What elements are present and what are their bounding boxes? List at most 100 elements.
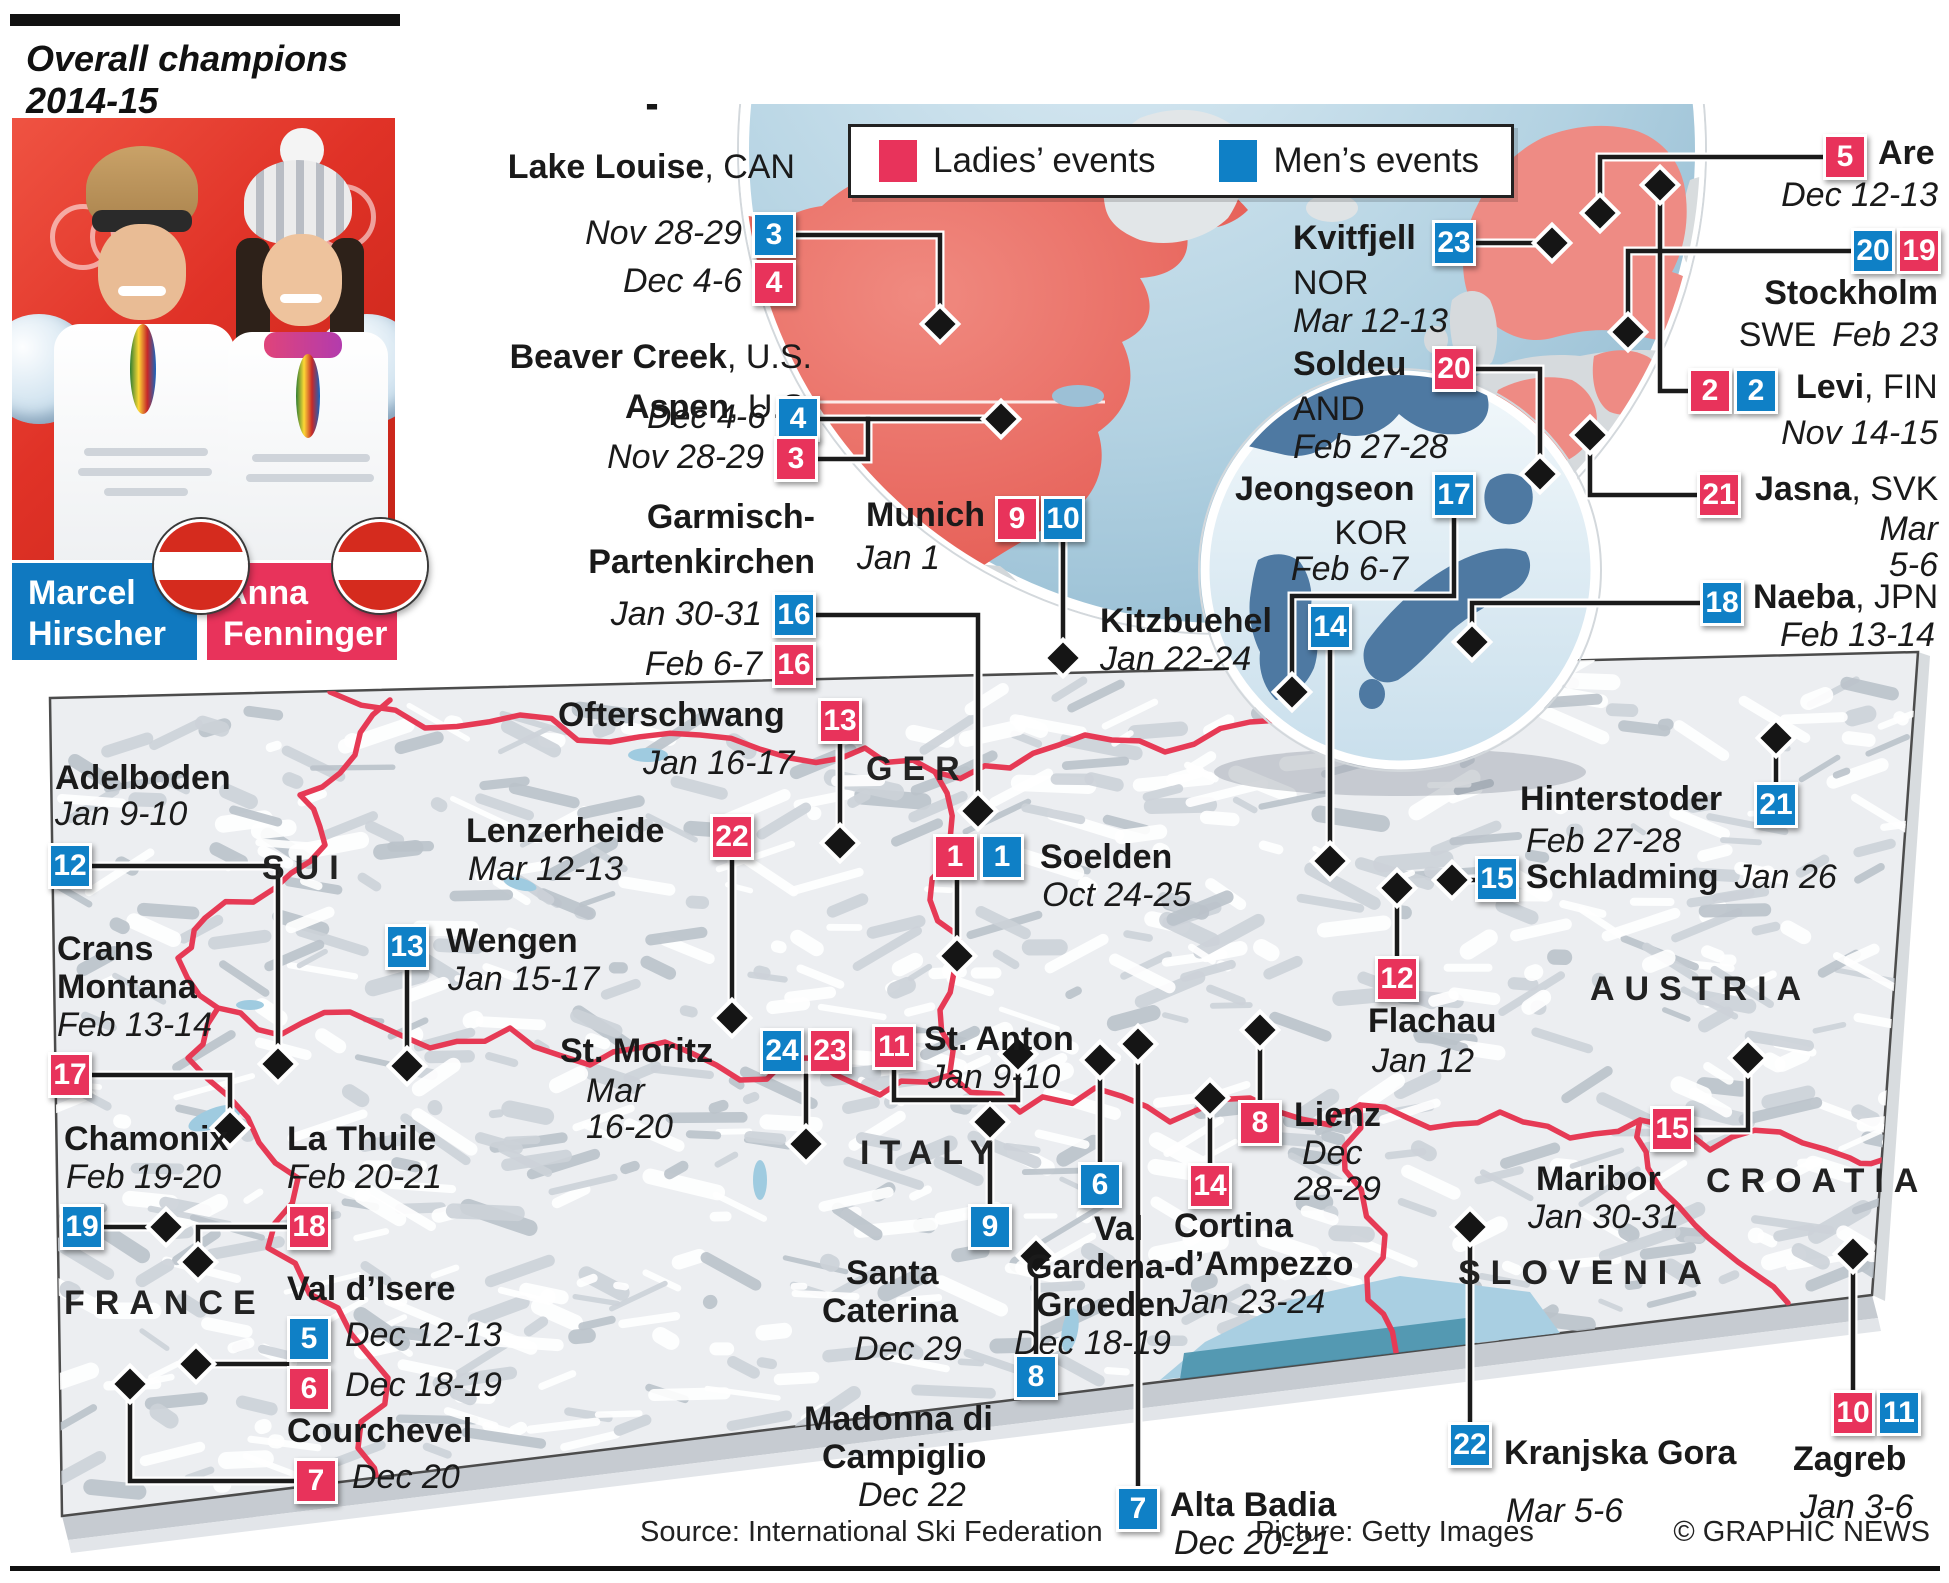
event-label: Jan 9-10 bbox=[55, 797, 187, 831]
label-text: Munich bbox=[866, 496, 985, 534]
event-label: d’Ampezzo bbox=[1174, 1247, 1353, 1281]
champion-last-name: Hirscher bbox=[28, 615, 166, 654]
location-marker-diamond bbox=[1450, 620, 1494, 664]
event-label: Feb 27-28 bbox=[1526, 824, 1681, 858]
event-label: Mar 5-6 bbox=[1506, 1494, 1623, 1528]
event-number-badge: 5 bbox=[287, 1316, 331, 1362]
event-number-badge: 6 bbox=[1078, 1162, 1122, 1208]
event-label: Feb 19-20 bbox=[66, 1160, 221, 1194]
event-number: 6 bbox=[300, 1372, 318, 1405]
event-number-badge: 2 bbox=[1734, 368, 1778, 414]
event-label: KOR bbox=[1334, 516, 1408, 550]
event-label: Jasna, SVK bbox=[1755, 472, 1938, 506]
event-number-badge: 23 bbox=[808, 1028, 852, 1074]
label-text: SLOVENIA bbox=[1458, 1254, 1712, 1292]
location-marker-diamond bbox=[144, 1205, 188, 1249]
event-label: Alta Badia bbox=[1170, 1488, 1336, 1522]
medal-ribbon-icon bbox=[296, 354, 320, 438]
event-label: St. Moritz bbox=[560, 1034, 713, 1068]
location-marker-diamond bbox=[784, 1122, 828, 1166]
face bbox=[262, 234, 342, 326]
event-label: Jan 30-31 bbox=[1528, 1200, 1679, 1234]
label-text: d’Ampezzo bbox=[1174, 1245, 1354, 1283]
location-marker-diamond bbox=[979, 397, 1023, 441]
label-text: Levi bbox=[1796, 368, 1865, 406]
event-label: Soldeu bbox=[1293, 347, 1406, 381]
label-text: Dec 12-13 bbox=[345, 1316, 502, 1354]
label-text: Dec 22 bbox=[858, 1476, 966, 1514]
event-number: 8 bbox=[1027, 1360, 1045, 1393]
connector-line bbox=[1289, 517, 1457, 687]
location-marker-diamond bbox=[174, 1342, 218, 1386]
country-label: CROATIA bbox=[1706, 1164, 1928, 1198]
location-marker-diamond bbox=[1606, 310, 1650, 354]
event-label: Chamonix bbox=[64, 1122, 228, 1156]
event-number-badge: 4 bbox=[752, 260, 796, 306]
source-credit: Source: International Ski Federation bbox=[640, 1516, 1103, 1548]
event-label: Mar bbox=[586, 1074, 645, 1108]
label-text: Jan 12 bbox=[1372, 1042, 1475, 1080]
event-label: Nov 28-29 bbox=[607, 440, 764, 474]
event-number: 3 bbox=[787, 442, 805, 475]
champions-photo bbox=[12, 118, 395, 560]
label-text: Zagreb bbox=[1793, 1440, 1907, 1478]
label-text: Jan 22-24 bbox=[1100, 640, 1252, 678]
location-marker-diamond bbox=[1430, 858, 1474, 902]
label-text: St. Anton bbox=[924, 1020, 1074, 1058]
label-text: Nov 28-29 bbox=[607, 438, 764, 476]
label-text: 28-29 bbox=[1294, 1170, 1381, 1208]
label-text: Are bbox=[1878, 134, 1935, 172]
event-number: 4 bbox=[765, 266, 783, 299]
label-text: Wengen bbox=[446, 922, 578, 960]
event-label: 5-6 bbox=[1889, 548, 1938, 582]
event-number: 12 bbox=[1380, 962, 1414, 995]
event-number-badge: 10 bbox=[1831, 1390, 1875, 1436]
event-label: Mar bbox=[1879, 512, 1938, 546]
copyright: © GRAPHIC NEWS bbox=[1673, 1516, 1930, 1548]
champion-first-name: Marcel bbox=[28, 574, 136, 612]
event-label: Jan 16-17 bbox=[643, 746, 794, 780]
event-label: Wengen bbox=[446, 924, 578, 958]
event-number: 8 bbox=[1251, 1106, 1269, 1139]
label-text: Soldeu bbox=[1293, 345, 1407, 383]
label-text: Jasna bbox=[1755, 470, 1852, 508]
location-marker-diamond bbox=[935, 934, 979, 978]
label-text: Dec 4-6 bbox=[622, 262, 742, 300]
event-label: Kranjska Gora bbox=[1504, 1436, 1736, 1470]
event-number-badge: 3 bbox=[774, 436, 818, 482]
label-text: Dec 18-19 bbox=[345, 1366, 502, 1404]
event-number-badge: 8 bbox=[1238, 1100, 1282, 1146]
event-number: 11 bbox=[878, 1030, 910, 1063]
label-text: Partenkirchen bbox=[588, 543, 815, 581]
event-label: Dec bbox=[1302, 1136, 1362, 1170]
label-text: Naeba bbox=[1753, 578, 1856, 616]
event-number-badge: 21 bbox=[1697, 472, 1741, 518]
label-text: , U.S. bbox=[726, 338, 812, 376]
kicker-line1: Overall champions bbox=[26, 38, 349, 79]
event-label: Feb 6-7 bbox=[1291, 552, 1408, 586]
event-number-badge: 5 bbox=[1823, 134, 1867, 180]
event-label: Flachau bbox=[1368, 1004, 1496, 1038]
lake bbox=[628, 748, 668, 762]
label-text: Lienz bbox=[1294, 1096, 1381, 1134]
kicker-line2: 2014-15 bbox=[26, 80, 159, 122]
label-text: Jan 15-17 bbox=[448, 960, 600, 998]
lake bbox=[1061, 1308, 1079, 1352]
event-label: Lenzerheide bbox=[466, 814, 664, 848]
event-number-badge: 24 bbox=[760, 1028, 804, 1074]
event-number-badge: 1 bbox=[933, 834, 977, 880]
event-label: Jan 12 bbox=[1372, 1044, 1474, 1078]
event-number-badge: 9 bbox=[968, 1204, 1012, 1250]
connector-line bbox=[891, 1059, 1021, 1103]
country-label: SUI bbox=[262, 851, 349, 885]
event-number: 17 bbox=[1437, 478, 1471, 511]
label-text: Montana bbox=[57, 968, 197, 1006]
event-number: 24 bbox=[765, 1034, 799, 1067]
label-text: Lake Louise bbox=[507, 148, 705, 186]
location-marker-diamond bbox=[1518, 452, 1562, 496]
label-text: Hinterstoder bbox=[1520, 780, 1723, 818]
label-text: Chamonix bbox=[64, 1120, 229, 1158]
label-text: Jan 23-24 bbox=[1174, 1283, 1326, 1321]
